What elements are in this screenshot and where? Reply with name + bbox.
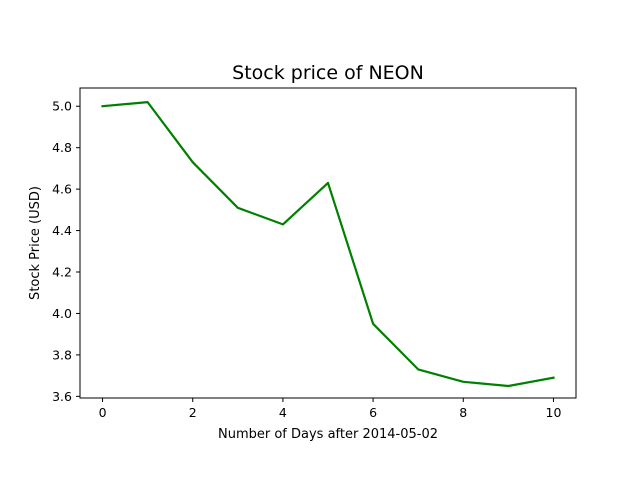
y-tick-label: 4.8 xyxy=(52,140,72,155)
y-tick-label: 3.8 xyxy=(52,347,72,362)
x-axis-label: Number of Days after 2014-05-02 xyxy=(218,427,438,442)
x-tick-label: 10 xyxy=(546,405,562,420)
y-tick-label: 4.6 xyxy=(52,182,72,197)
x-tick-label: 6 xyxy=(369,405,377,420)
y-tick-label: 3.6 xyxy=(52,389,72,404)
x-tick-label: 4 xyxy=(279,405,287,420)
series-line xyxy=(103,102,554,386)
x-tick-label: 2 xyxy=(189,405,197,420)
y-tick-label: 4.4 xyxy=(52,223,72,238)
x-tick-label: 8 xyxy=(459,405,467,420)
y-axis-label: Stock Price (USD) xyxy=(28,186,43,300)
axes-frame xyxy=(80,88,576,398)
x-axis: 0 2 4 6 8 10 xyxy=(99,398,562,420)
y-tick-label: 4.0 xyxy=(52,306,72,321)
y-tick-label: 5.0 xyxy=(52,99,72,114)
chart-title: Stock price of NEON xyxy=(232,62,424,84)
x-tick-label: 0 xyxy=(99,405,107,420)
y-tick-label: 4.2 xyxy=(52,265,72,280)
y-axis: 3.6 3.8 4.0 4.2 4.4 4.6 4.8 5.0 xyxy=(52,99,80,404)
plot-area xyxy=(103,102,554,386)
